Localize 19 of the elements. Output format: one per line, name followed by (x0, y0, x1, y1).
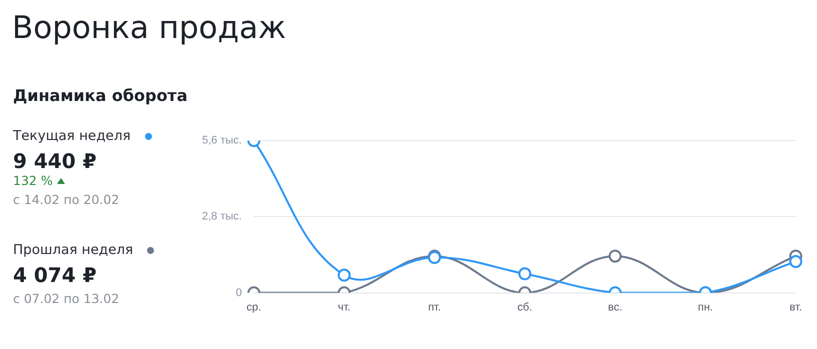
legend-label: Прошлая неделя (13, 242, 134, 258)
text: с 07.02 по 13.02 (13, 291, 120, 306)
text: 4 074 ₽ (13, 263, 98, 287)
x-tick-label: вт. (790, 301, 802, 314)
x-tick-label: пт. (428, 301, 441, 314)
x-tick-label: сб. (517, 301, 532, 314)
text: 9 440 ₽ (13, 149, 98, 173)
text: Динамика оборота (13, 86, 188, 105)
text: 132 % (13, 173, 53, 188)
legend-label: Текущая неделя (13, 128, 131, 144)
x-tick-label: ср. (246, 301, 262, 314)
text: с 14.02 по 20.02 (13, 192, 120, 207)
x-tick-label: пн. (698, 301, 713, 314)
x-tick-label: вс. (608, 301, 622, 314)
y-tick-label: 2,8 тыс. (202, 210, 242, 223)
y-tick-label: 5,6 тыс. (202, 134, 242, 147)
y-tick-label: 0 (236, 286, 242, 299)
chart-title: Воронка продаж (12, 10, 286, 46)
x-tick-label: чт. (338, 301, 350, 314)
